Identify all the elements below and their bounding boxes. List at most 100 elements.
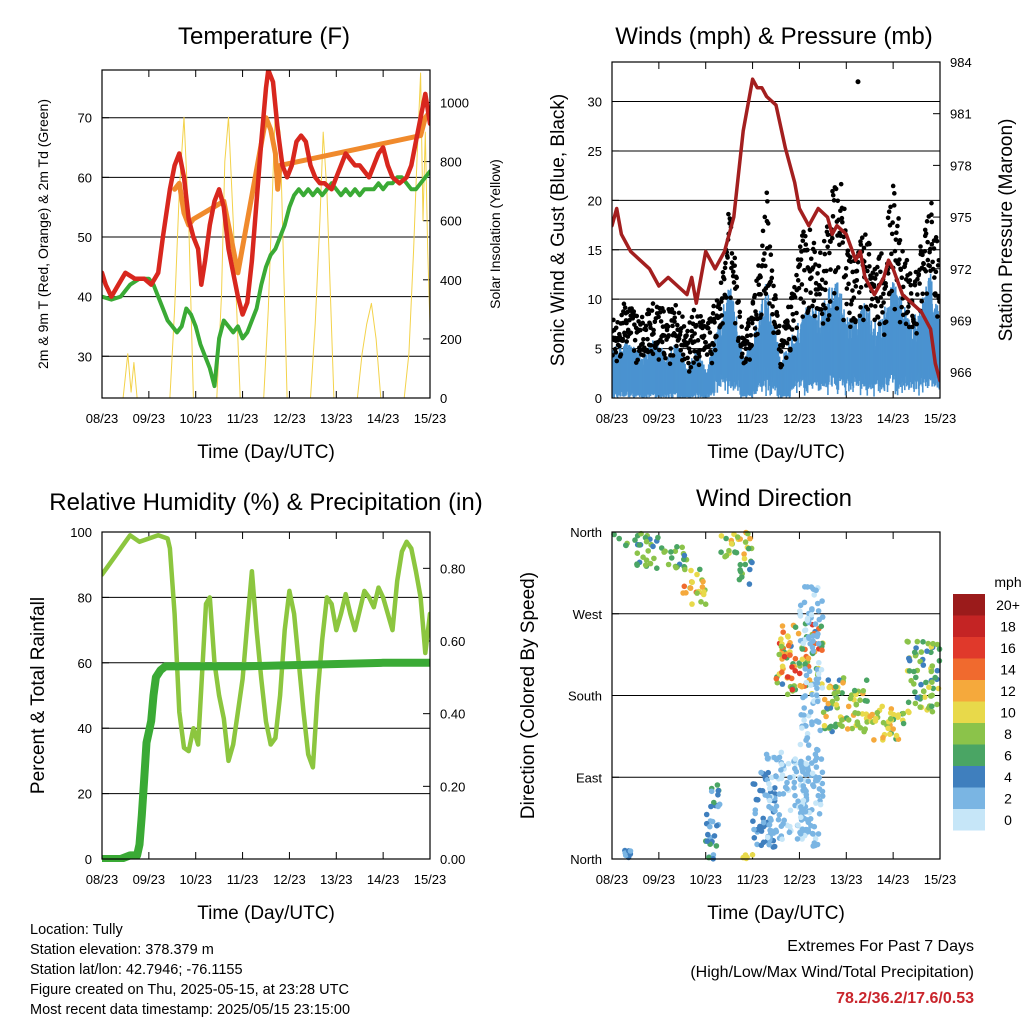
gust-point	[875, 299, 881, 304]
gust-point	[646, 307, 651, 313]
gust-point	[788, 346, 793, 352]
gust-point	[658, 319, 664, 324]
gust-point	[863, 232, 868, 237]
x-tick-label: 09/23	[643, 872, 676, 887]
gust-point	[709, 360, 715, 366]
gust-point	[897, 257, 902, 262]
x-tick-label: 09/23	[133, 411, 166, 426]
y2-tick-label: 0.40	[440, 707, 465, 722]
gust-point	[808, 256, 814, 262]
gust-point	[746, 323, 751, 329]
direction-point	[825, 677, 832, 683]
y-tick-label: 30	[78, 349, 92, 364]
direction-point	[766, 803, 772, 810]
gust-point	[823, 280, 828, 286]
gust-point	[651, 327, 656, 333]
direction-point	[819, 685, 826, 691]
direction-point	[753, 796, 760, 803]
direction-point	[699, 584, 706, 590]
legend-swatch	[953, 787, 985, 809]
gust-point	[668, 346, 674, 351]
gust-point	[685, 328, 690, 334]
gust-point	[763, 263, 768, 269]
gust-point	[937, 299, 940, 304]
direction-point	[813, 755, 820, 761]
gust-point	[843, 273, 849, 278]
direction-point	[871, 737, 877, 743]
gust-point	[691, 360, 696, 365]
direction-point	[832, 723, 839, 730]
gust-point	[894, 230, 899, 236]
gust-point	[769, 275, 775, 281]
gust-point	[822, 287, 828, 293]
gust-point	[801, 229, 806, 235]
direction-point	[715, 787, 722, 794]
gust-point	[725, 255, 730, 260]
extremes-title: Extremes For Past 7 Days	[787, 938, 974, 955]
direction-point	[741, 555, 748, 562]
direction-point	[814, 685, 820, 692]
direction-point	[786, 829, 793, 836]
gust-point	[649, 308, 655, 313]
gust-point	[872, 303, 878, 309]
y-tick-label: 60	[78, 656, 92, 671]
gust-point	[759, 312, 764, 318]
gust-point	[620, 336, 626, 342]
gust-point	[685, 355, 690, 361]
gust-point	[919, 298, 925, 304]
direction-point	[749, 852, 756, 858]
gust-point	[828, 267, 833, 272]
gust-point	[663, 355, 668, 361]
direction-point	[921, 688, 927, 695]
direction-point	[650, 543, 656, 550]
gust-point	[794, 325, 800, 331]
gust-point	[805, 247, 810, 253]
gust-point	[918, 248, 924, 254]
gust-point	[704, 352, 710, 357]
direction-point	[885, 725, 891, 732]
gust-point	[671, 310, 677, 316]
direction-point	[757, 787, 763, 794]
direction-point	[765, 769, 771, 776]
x-tick-label: 08/23	[86, 872, 119, 887]
gust-point	[875, 315, 881, 320]
direction-point	[819, 647, 825, 653]
gust-point	[844, 286, 850, 291]
gust-point	[918, 244, 923, 249]
x-tick-label: 10/23	[689, 411, 722, 426]
direction-point	[784, 674, 791, 680]
gust-point	[754, 312, 759, 318]
x-tick-label: 11/23	[737, 411, 769, 426]
direction-point	[701, 589, 707, 595]
direction-point	[668, 549, 674, 555]
panel-2: Winds (mph) & Pressure (mb) Time (Day/UTC…	[548, 23, 1017, 463]
gust-point	[859, 235, 865, 241]
gust-point	[881, 291, 886, 297]
gust-point	[711, 303, 716, 309]
y2-tick-label: 0.00	[440, 852, 465, 867]
gust-point	[792, 337, 798, 342]
gust-point	[865, 268, 870, 274]
direction-point	[888, 706, 895, 712]
direction-point	[824, 705, 830, 711]
direction-point	[887, 731, 893, 737]
y2-tick-label: 400	[440, 273, 462, 288]
gust-point	[845, 248, 851, 254]
direction-point	[718, 533, 725, 539]
direction-point	[665, 561, 672, 568]
legend-swatch	[953, 723, 985, 745]
direction-point	[787, 652, 793, 658]
gust-point	[875, 264, 880, 270]
direction-point	[654, 565, 660, 571]
gust-point	[670, 353, 676, 358]
legend-swatch	[953, 680, 985, 702]
direction-point	[718, 549, 724, 555]
direction-point	[672, 548, 679, 554]
panel-title: Wind Direction	[696, 485, 852, 512]
gust-point	[821, 302, 826, 308]
direction-point	[742, 561, 749, 568]
direction-point	[773, 675, 780, 682]
gust-point	[691, 307, 697, 313]
gust-point	[886, 209, 892, 215]
gust-point	[800, 314, 806, 319]
